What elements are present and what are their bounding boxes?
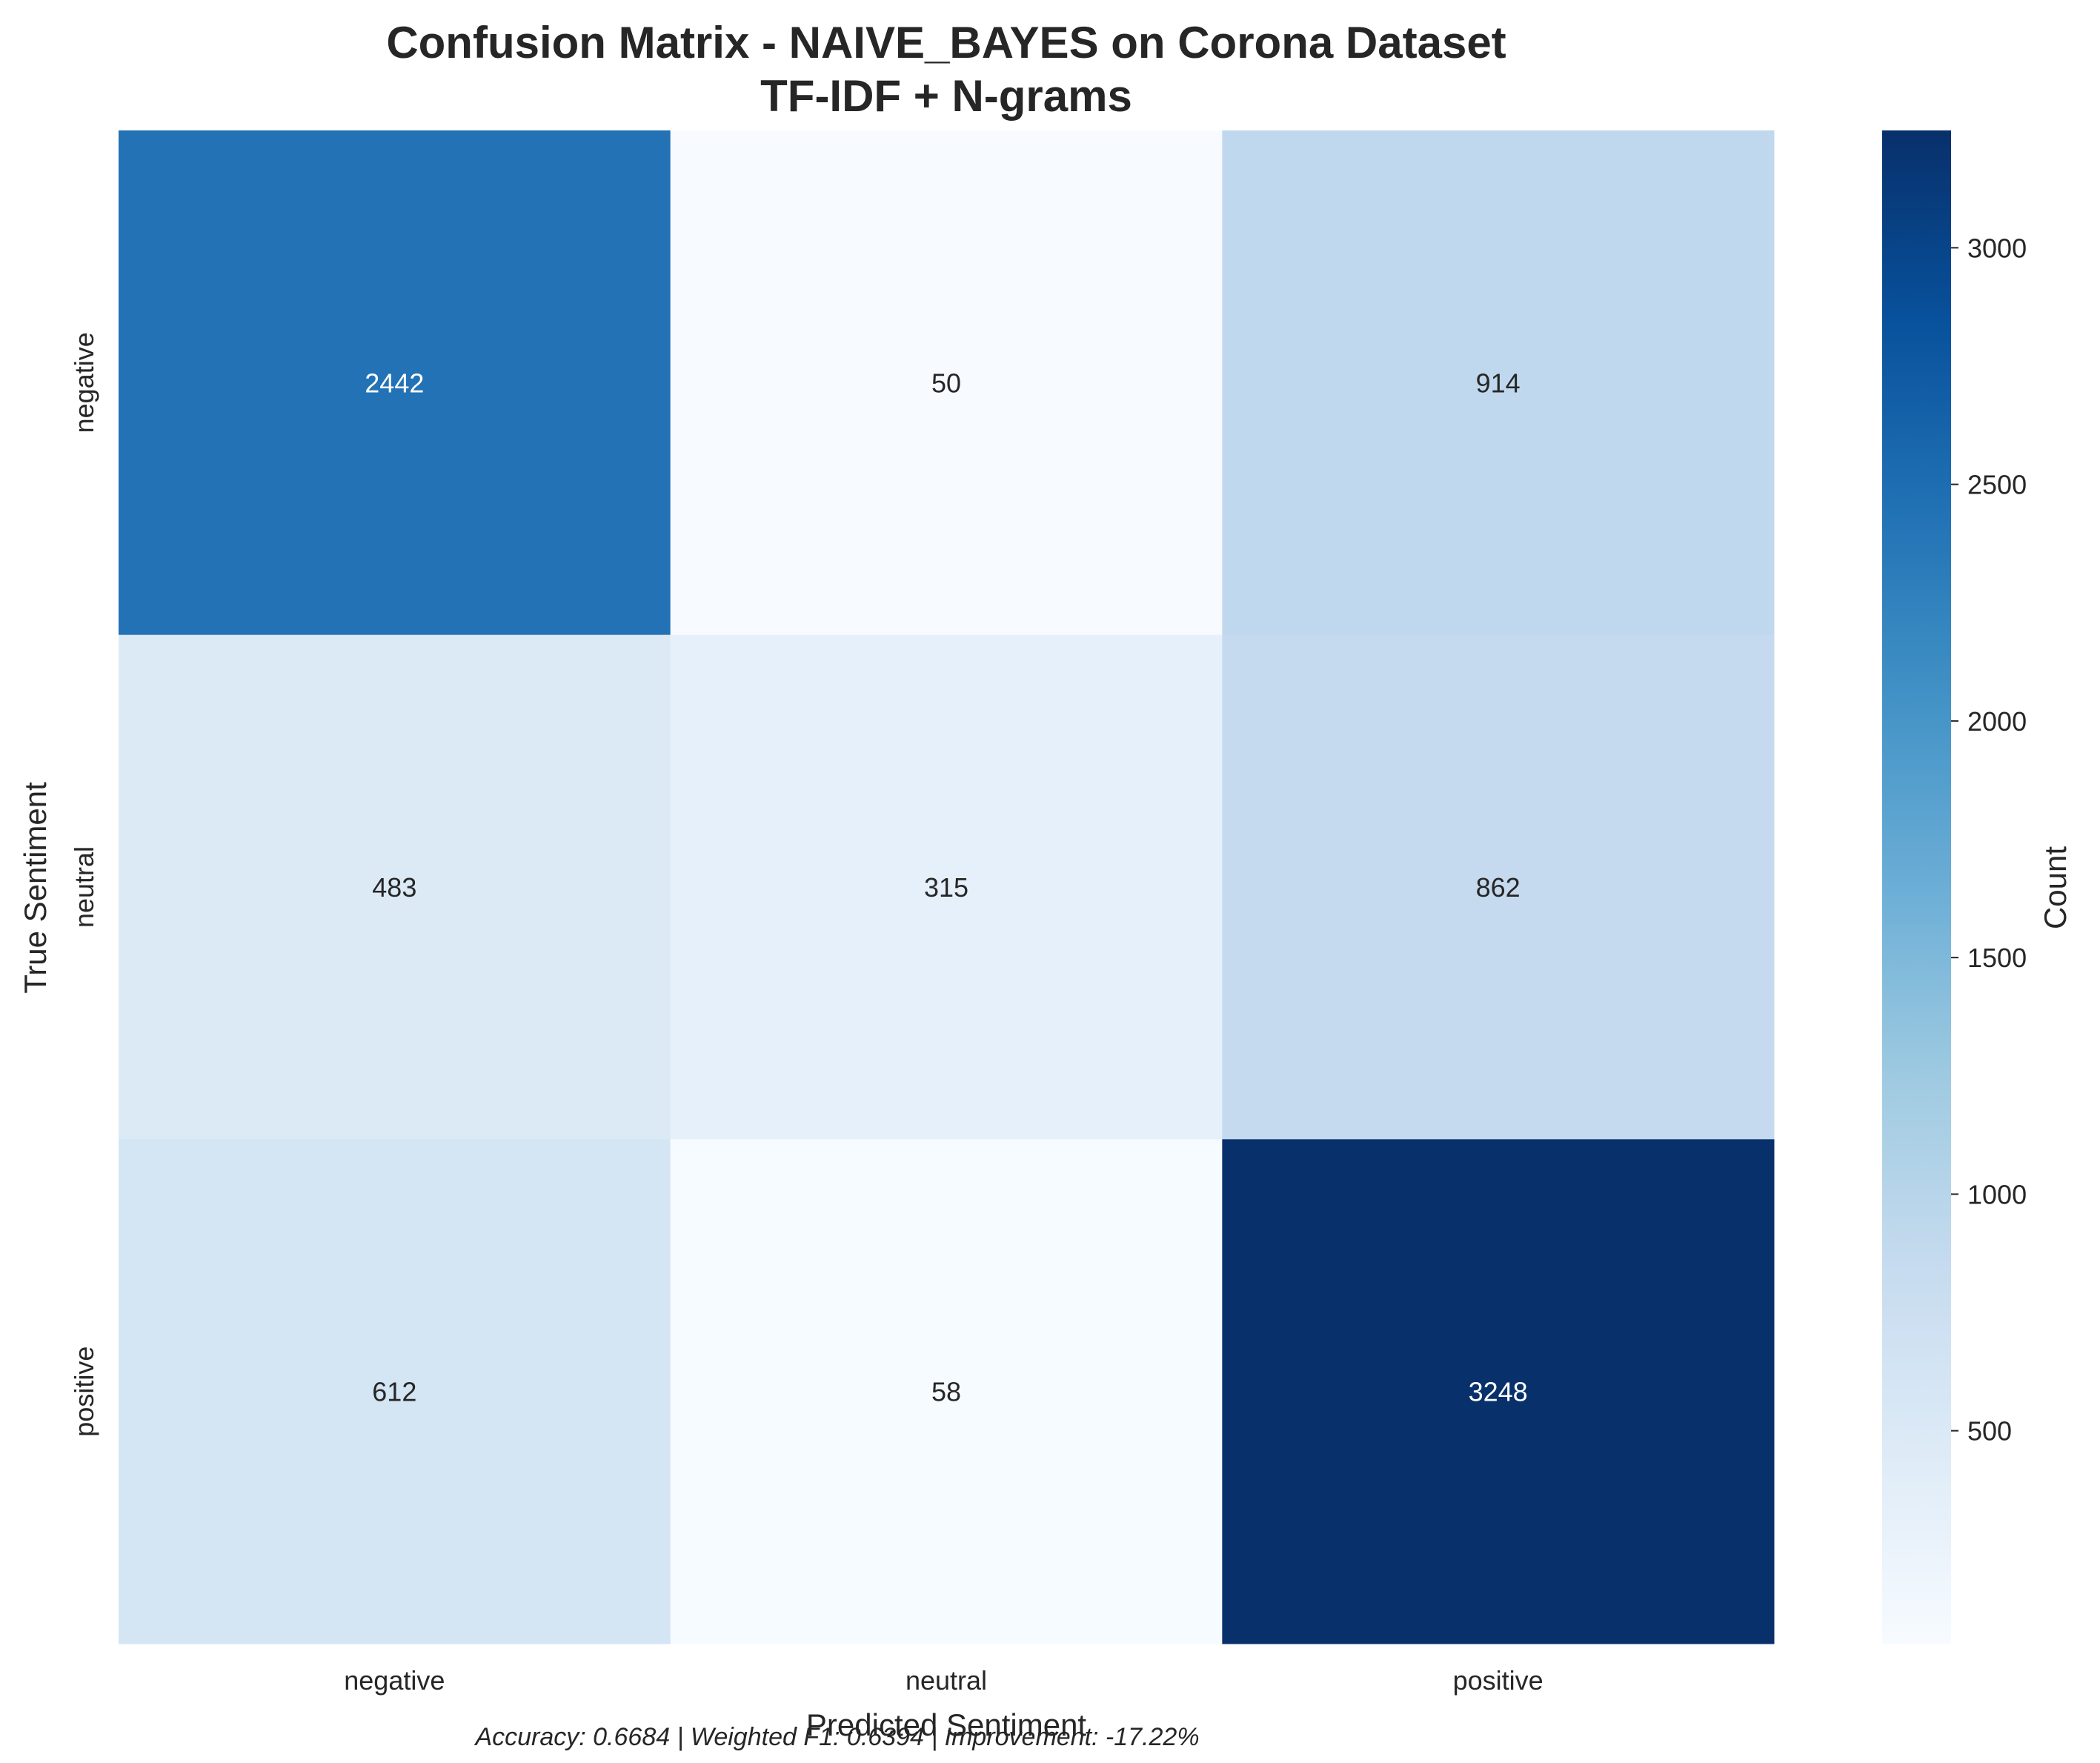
y-tick-label: negative (69, 332, 99, 433)
cell-value-label: 612 (372, 1377, 416, 1407)
colorbar-tick-label: 2500 (1967, 470, 2027, 500)
heatmap-cell (119, 634, 671, 1140)
y-tick-labels: negative neutral positive (69, 332, 99, 1436)
cell-value-label: 58 (931, 1377, 961, 1407)
x-tick-label: neutral (906, 1665, 987, 1696)
y-tick-label: neutral (69, 846, 99, 928)
heatmap-cell (119, 1139, 671, 1644)
metrics-footer: Accuracy: 0.6684 | Weighted F1: 0.6394 |… (474, 1723, 1199, 1751)
colorbar-tick-label: 1000 (1967, 1179, 2027, 1209)
y-axis-label: True Sentiment (18, 782, 53, 994)
heatmap-cell (1222, 1139, 1775, 1644)
cell-value-label: 914 (1476, 368, 1521, 398)
colorbar-label: Count (2038, 846, 2073, 929)
x-tick-label: negative (344, 1665, 445, 1696)
colorbar-ticks: 500 1000 1500 2000 2500 3000 (1951, 233, 2027, 1447)
cell-value-label: 315 (924, 872, 968, 903)
x-axis-label: Predicted Sentiment (806, 1707, 1087, 1742)
colorbar (1882, 130, 1951, 1644)
chart-title-line2: TF-IDF + N-grams (760, 71, 1132, 121)
heatmap-cell (670, 634, 1223, 1140)
x-tick-label: positive (1453, 1665, 1544, 1696)
colorbar-tick-label: 1500 (1967, 943, 2027, 973)
chart-title-line1: Confusion Matrix - NAIVE_BAYES on Corona… (386, 18, 1506, 67)
heatmap-cell (1222, 634, 1775, 1140)
colorbar-tick-label: 3000 (1967, 233, 2027, 263)
cell-value-label: 50 (931, 368, 961, 398)
colorbar-tick-label: 500 (1967, 1416, 2012, 1447)
y-tick-label: positive (69, 1347, 99, 1437)
heatmap-cell (670, 130, 1223, 636)
heatmap-cell (119, 130, 671, 636)
heatmap-cell (670, 1139, 1223, 1644)
heatmap-cell (1222, 130, 1775, 636)
cell-value-label: 483 (372, 872, 416, 903)
cell-value-label: 862 (1476, 872, 1521, 903)
colorbar-tick-label: 2000 (1967, 706, 2027, 737)
x-tick-labels: negative neutral positive (344, 1665, 1543, 1696)
cell-value-label: 2442 (365, 368, 424, 398)
cell-value-label: 3248 (1469, 1377, 1528, 1407)
heatmap-cells: 2442 50 914 483 315 862 612 58 3248 (119, 130, 1775, 1644)
